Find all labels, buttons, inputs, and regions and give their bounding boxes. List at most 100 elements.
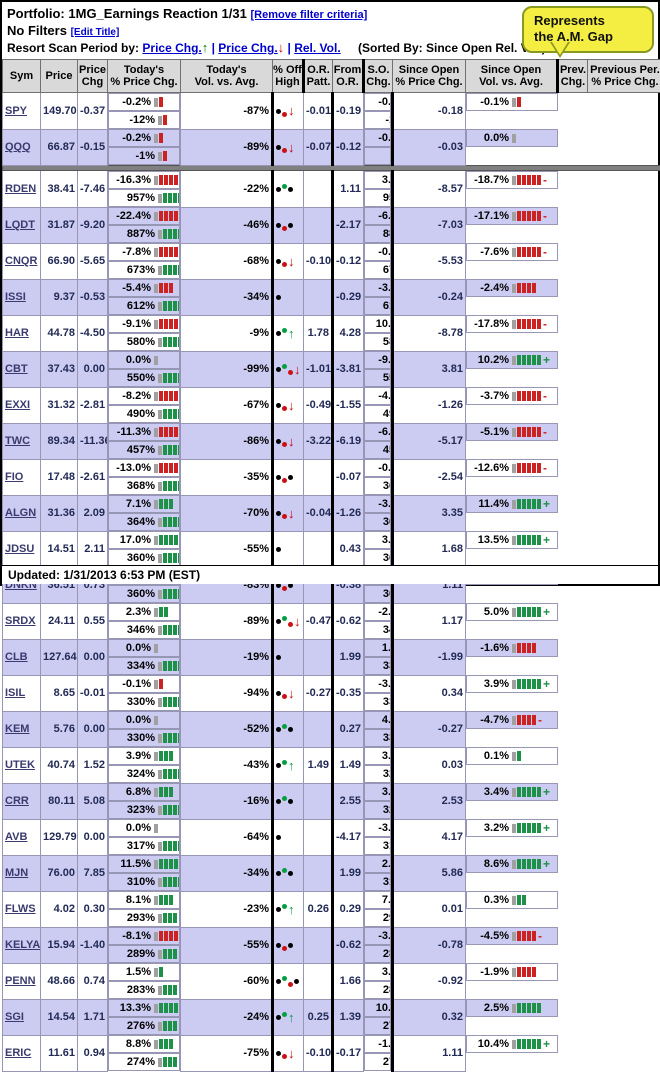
symbol-link[interactable]: SRDX bbox=[5, 615, 36, 627]
symbol-link[interactable]: SGI bbox=[5, 1011, 24, 1023]
sort-down-arrow-icon[interactable]: ↓ bbox=[278, 40, 285, 55]
symbol-link[interactable]: QQQ bbox=[5, 141, 31, 153]
symbol-link[interactable]: RDEN bbox=[5, 183, 36, 195]
cell-since-open-pct: -0.1% bbox=[364, 93, 391, 111]
cell-sym: ISSI bbox=[3, 279, 41, 315]
cell-or-pattern bbox=[273, 207, 304, 243]
symbol-link[interactable]: PENN bbox=[5, 975, 36, 987]
sort-price-down-link[interactable]: Price Chg. bbox=[218, 41, 277, 55]
symbol-link[interactable]: CRR bbox=[5, 795, 29, 807]
callout-line1: Represents bbox=[534, 13, 644, 29]
symbol-link[interactable]: AVB bbox=[5, 831, 27, 843]
bar-sparkline-icon bbox=[158, 912, 177, 924]
cell-price-chg: 0.94 bbox=[78, 1035, 108, 1071]
cell-from-or: -0.01 bbox=[304, 93, 333, 130]
remove-filter-link[interactable]: [Remove filter criteria] bbox=[250, 9, 367, 21]
cell-or-pattern bbox=[273, 531, 304, 567]
cell-so-chg: -4.17 bbox=[333, 819, 364, 855]
symbol-link[interactable]: HAR bbox=[5, 327, 29, 339]
down-arrow-icon: ↓ bbox=[288, 106, 295, 116]
cell-prev-chg: -0.78 bbox=[393, 927, 466, 963]
symbol-link[interactable]: ERIC bbox=[5, 1047, 31, 1059]
bar-sparkline-icon bbox=[154, 462, 180, 474]
cell-price-chg: 2.11 bbox=[78, 531, 108, 567]
cell-since-open-pct: -3.9%- bbox=[364, 495, 391, 513]
cell-today-vol: 317% bbox=[108, 837, 180, 855]
black-dot-icon bbox=[276, 259, 281, 264]
sort-price-up-link[interactable]: Price Chg. bbox=[142, 41, 201, 55]
cell-or-pattern bbox=[273, 639, 304, 675]
cell-off-high: -60% bbox=[181, 963, 273, 999]
black-dot-icon bbox=[276, 331, 281, 336]
sort-up-arrow-icon[interactable]: ↑ bbox=[202, 40, 209, 55]
symbol-link[interactable]: FIO bbox=[5, 471, 23, 483]
cell-so-chg: 1.11 bbox=[333, 171, 364, 208]
cell-today-vol: 550% bbox=[108, 369, 180, 387]
cell-since-open-vol: 612% bbox=[364, 297, 391, 315]
cell-today-pct: -0.2% bbox=[108, 129, 180, 147]
cell-prev-chg: 4.17 bbox=[393, 819, 466, 855]
symbol-link[interactable]: ISIL bbox=[5, 687, 25, 699]
symbol-link[interactable]: ALGN bbox=[5, 507, 36, 519]
symbol-link[interactable]: CNQR bbox=[5, 255, 37, 267]
bar-sparkline-icon bbox=[154, 498, 173, 510]
cell-sym: SRDX bbox=[3, 603, 41, 639]
cell-today-vol: 274% bbox=[108, 1053, 180, 1071]
black-dot-icon bbox=[276, 109, 281, 114]
down-arrow-icon: ↓ bbox=[288, 257, 295, 267]
symbol-link[interactable]: KEM bbox=[5, 723, 29, 735]
cell-prev-pct: 2.5% bbox=[466, 999, 558, 1017]
cell-since-open-pct: -0.4% bbox=[364, 459, 391, 477]
black-dot-icon bbox=[276, 763, 281, 768]
or-pattern-glyphs: ↓ bbox=[276, 106, 295, 116]
or-pattern-glyphs bbox=[276, 475, 293, 480]
cell-since-open-vol: 346% bbox=[364, 621, 391, 639]
cell-today-pct: -11.3% bbox=[108, 423, 180, 441]
col-since-open-pct: Since Open% Price Chg. bbox=[393, 60, 466, 93]
black-dot-icon bbox=[276, 655, 281, 660]
cell-from-or bbox=[304, 531, 333, 567]
bar-sparkline-icon: - bbox=[512, 174, 547, 186]
or-pattern-glyphs bbox=[276, 871, 293, 876]
cell-or-pattern: ↓ bbox=[273, 603, 304, 639]
cell-price-chg: -2.81 bbox=[78, 387, 108, 423]
cell-from-or bbox=[304, 171, 333, 208]
symbol-link[interactable]: LQDT bbox=[5, 219, 35, 231]
cell-since-open-pct: 3.8%+ bbox=[364, 747, 391, 765]
cell-from-or bbox=[304, 963, 333, 999]
up-arrow-icon: ↑ bbox=[288, 905, 295, 915]
edit-title-link[interactable]: [Edit Title] bbox=[71, 27, 120, 38]
cell-off-high: -34% bbox=[181, 279, 273, 315]
cell-since-open-pct: -0.2% bbox=[364, 243, 391, 261]
cell-since-open-pct: 3.0%+ bbox=[364, 171, 391, 189]
bar-sparkline-icon: + bbox=[512, 534, 550, 546]
cell-today-vol: 490% bbox=[108, 405, 180, 423]
cell-today-pct: 0.0% bbox=[108, 351, 180, 369]
cell-price: 48.66 bbox=[41, 963, 78, 999]
cell-since-open-pct: -2.5% bbox=[364, 603, 391, 621]
cell-prev-chg: -0.92 bbox=[393, 963, 466, 999]
cell-since-open-vol: -1% bbox=[364, 147, 391, 165]
symbol-link[interactable]: JDSU bbox=[5, 543, 34, 555]
cell-so-chg: 2.55 bbox=[333, 783, 364, 819]
or-pattern-glyphs: ↓ bbox=[276, 365, 301, 375]
symbol-link[interactable]: CLB bbox=[5, 651, 28, 663]
cell-so-chg: 4.28 bbox=[333, 315, 364, 351]
table-row: KEM5.760.000.0%330%-52%0.274.9%+330%-0.2… bbox=[3, 711, 660, 747]
symbol-link[interactable]: SPY bbox=[5, 105, 27, 117]
rel-vol-link[interactable]: Rel. Vol. bbox=[294, 41, 340, 55]
symbol-link[interactable]: MJN bbox=[5, 867, 28, 879]
symbol-link[interactable]: CBT bbox=[5, 363, 28, 375]
cell-today-pct: 8.8% bbox=[108, 1035, 180, 1053]
cell-or-pattern: ↓ bbox=[273, 675, 304, 711]
symbol-link[interactable]: EXXI bbox=[5, 399, 30, 411]
symbol-link[interactable]: UTEK bbox=[5, 759, 35, 771]
cell-today-vol: 368% bbox=[108, 477, 180, 495]
symbol-link[interactable]: TWC bbox=[5, 435, 30, 447]
symbol-link[interactable]: KELYA bbox=[5, 939, 40, 951]
symbol-link[interactable]: FLWS bbox=[5, 903, 36, 915]
symbol-link[interactable]: ISSI bbox=[5, 291, 26, 303]
